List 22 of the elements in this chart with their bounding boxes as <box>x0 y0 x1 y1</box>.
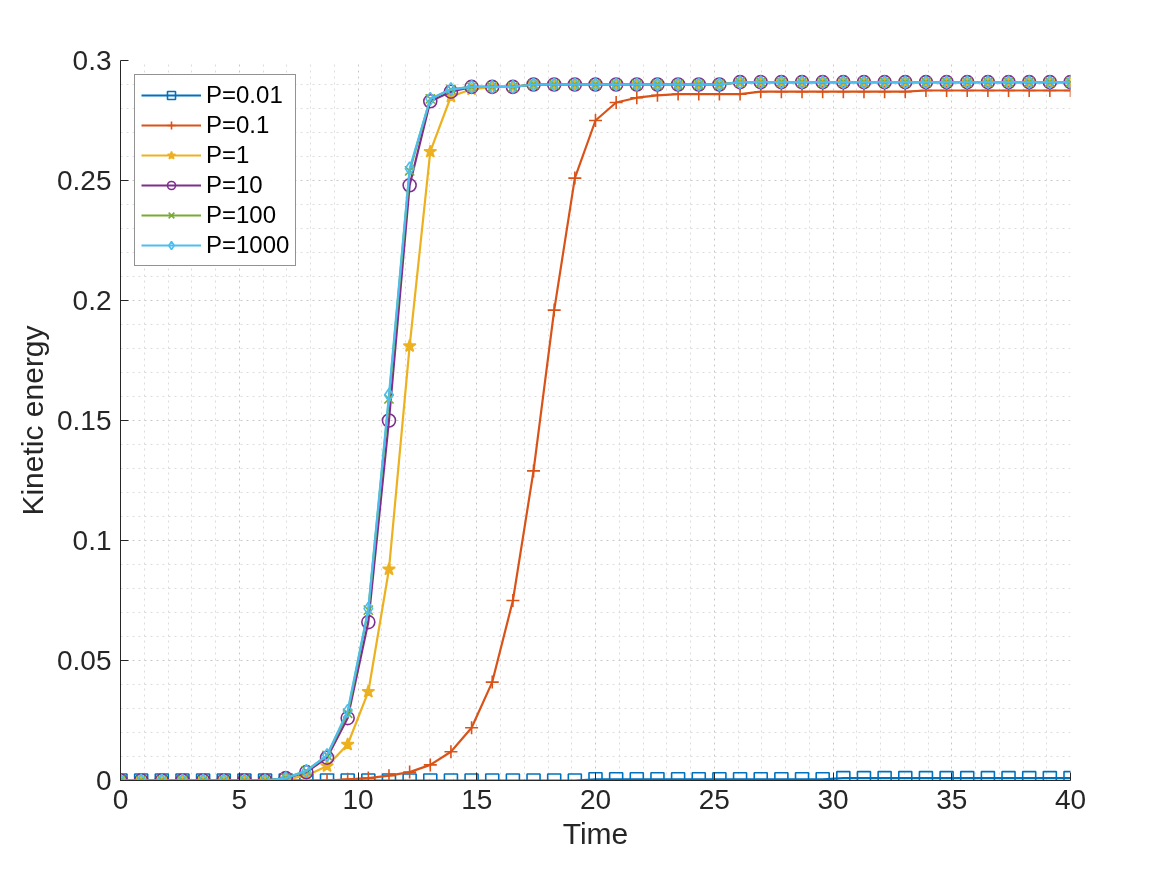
legend-label: P=0.01 <box>206 81 283 109</box>
y-tick-label: 0.05 <box>57 645 112 676</box>
x-tick-label: 40 <box>1054 783 1087 815</box>
x-tick-label: 25 <box>698 783 730 815</box>
x-tick-label: 15 <box>461 783 493 815</box>
legend-label: P=1 <box>206 141 250 169</box>
y-tick-label: 0.3 <box>72 45 112 76</box>
y-tick-label: 0.1 <box>72 525 112 556</box>
legend-label: P=0.1 <box>206 111 270 139</box>
y-tick-label: 0.15 <box>57 405 112 436</box>
legend-label: P=10 <box>206 171 263 199</box>
legend-label: P=1000 <box>206 231 290 259</box>
y-tick-label: 0.25 <box>57 165 112 196</box>
y-tick-label: 0.2 <box>72 285 112 316</box>
legend-label: P=100 <box>206 201 277 229</box>
x-tick-label: 5 <box>231 783 248 815</box>
x-tick-label: 30 <box>817 783 849 815</box>
y-axis-title: Kinetic energy <box>16 325 49 516</box>
x-tick-label: 10 <box>342 783 374 815</box>
x-tick-label: 20 <box>579 783 612 815</box>
x-axis-title: Time <box>562 816 629 850</box>
x-tick-label: 35 <box>936 783 968 815</box>
